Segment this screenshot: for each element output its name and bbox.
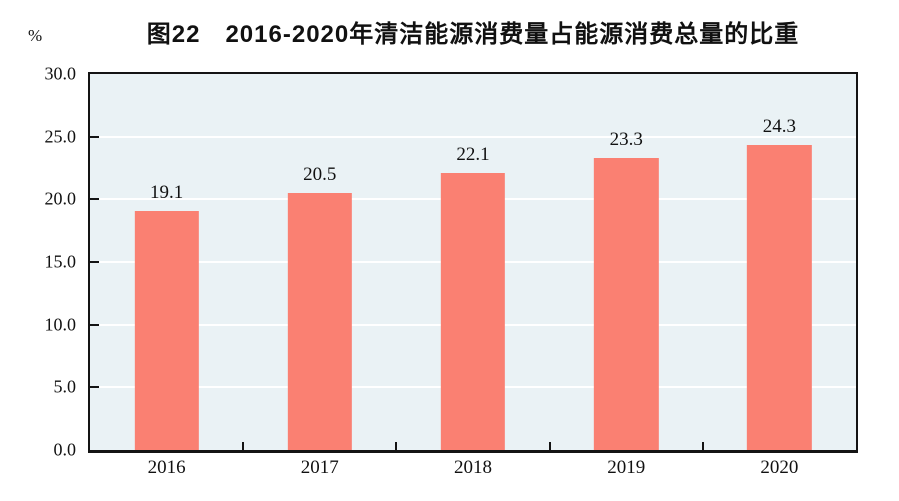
bar-value-label: 20.5 bbox=[303, 164, 337, 186]
plot-area: 19.1 20.5 22.1 23.3 24.3 bbox=[88, 72, 858, 453]
y-tick-mark bbox=[90, 198, 99, 201]
bar-slot: 23.3 bbox=[550, 74, 703, 450]
x-category-label: 2017 bbox=[300, 457, 339, 478]
y-tick-mark bbox=[90, 135, 99, 138]
bar-value-label: 22.1 bbox=[456, 144, 490, 166]
y-tick-label: 0.0 bbox=[53, 439, 77, 460]
x-tick-mark bbox=[242, 442, 245, 450]
y-tick-label: 20.0 bbox=[44, 188, 77, 209]
x-category-label: 2019 bbox=[607, 457, 646, 478]
y-tick-mark bbox=[90, 323, 99, 326]
bar bbox=[440, 173, 506, 450]
bar bbox=[747, 145, 812, 450]
bar-slot: 19.1 bbox=[90, 74, 243, 450]
y-tick-label: 15.0 bbox=[44, 251, 77, 272]
y-axis: 0.0 5.0 10.0 15.0 20.0 25.0 30.0 bbox=[0, 64, 80, 460]
bar-value-label: 19.1 bbox=[149, 181, 184, 203]
x-tick-mark bbox=[701, 442, 704, 450]
x-category-label: 2018 bbox=[453, 457, 492, 478]
x-category-label: 2020 bbox=[760, 457, 799, 478]
bar-value-label: 23.3 bbox=[609, 128, 643, 150]
y-tick-label: 30.0 bbox=[44, 63, 77, 84]
y-tick-label: 10.0 bbox=[44, 314, 77, 335]
bar bbox=[594, 157, 659, 450]
x-tick-mark bbox=[548, 442, 551, 450]
y-axis-unit-label: % bbox=[28, 26, 43, 45]
bar-value-label: 24.3 bbox=[762, 116, 797, 138]
y-tick-label: 5.0 bbox=[53, 376, 77, 397]
bar bbox=[134, 210, 199, 450]
y-tick-label: 25.0 bbox=[44, 126, 77, 147]
gridline bbox=[90, 135, 856, 138]
x-category-label: 2016 bbox=[147, 457, 186, 478]
chart-title: 图22 2016-2020年清洁能源消费量占能源消费总量的比重 bbox=[146, 21, 800, 48]
y-tick-mark bbox=[90, 386, 99, 389]
bar bbox=[287, 193, 352, 450]
bar-slot: 20.5 bbox=[243, 74, 396, 450]
bar-slot: 24.3 bbox=[703, 74, 856, 450]
x-axis: 2016 2017 2018 2019 2020 bbox=[90, 457, 856, 487]
bar-slot: 22.1 bbox=[396, 74, 549, 450]
x-tick-mark bbox=[395, 442, 398, 450]
y-tick-mark bbox=[90, 261, 99, 263]
